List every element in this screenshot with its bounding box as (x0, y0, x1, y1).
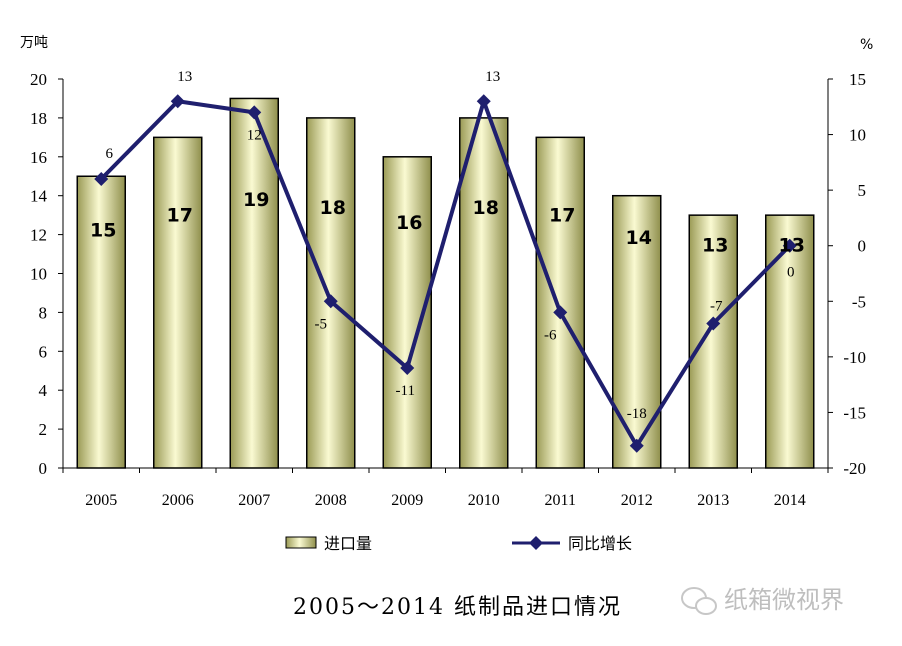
growth-point-marker (247, 105, 262, 120)
y-left-tick-label: 16 (30, 148, 47, 167)
y-right-unit: % (860, 37, 873, 53)
y-left-tick-label: 6 (39, 342, 48, 361)
bar-value-label: 13 (779, 235, 805, 257)
x-tick-label: 2013 (697, 492, 729, 509)
growth-point-marker (476, 94, 491, 109)
growth-value-label: 12 (247, 127, 262, 143)
legend-label-line: 同比增长 (568, 534, 632, 553)
y-right-tick-label: -10 (843, 348, 866, 367)
y-left-unit: 万吨 (20, 35, 48, 51)
growth-line-path (99, 99, 792, 448)
growth-value-label: -18 (627, 406, 647, 422)
x-tick-label: 2009 (391, 492, 423, 509)
x-tick-label: 2010 (468, 492, 500, 509)
bars (76, 97, 815, 469)
bar (153, 136, 203, 469)
y-left-tick-label: 18 (30, 109, 47, 128)
y-left-tick-label: 10 (30, 265, 47, 284)
bar-value-label: 17 (549, 204, 575, 226)
bar-value-label: 14 (626, 227, 652, 249)
growth-point-marker (94, 172, 109, 187)
bar (76, 175, 126, 469)
growth-point-marker (170, 94, 185, 109)
growth-point-marker (782, 238, 797, 253)
x-tick-label: 2011 (545, 492, 576, 509)
bar (459, 117, 509, 469)
watermark: 纸箱微视界 (681, 586, 844, 615)
growth-point-marker (706, 316, 721, 331)
bar (229, 97, 279, 469)
bar (535, 136, 585, 469)
chart-title: 2005～2014 纸制品进口情况 (293, 595, 622, 620)
y-right-tick-label: -5 (852, 292, 866, 311)
y-left-tick-label: 12 (30, 226, 47, 245)
growth-value-label: 6 (106, 146, 114, 162)
y-right-tick-label: 5 (858, 181, 867, 200)
y-right-tick-label: -15 (843, 403, 866, 422)
y-left-tick-label: 0 (39, 459, 48, 478)
axes: 0 2 4 6 8 10 12 14 16 18 20 -20 -15 -10 -5 0 5 10 15 2005 20… (30, 70, 866, 509)
legend-swatch-bar (285, 536, 317, 549)
legend: 进口量 同比增长 (285, 534, 632, 553)
y-left-tick-label: 8 (39, 303, 48, 322)
y-right-tick-label: 15 (849, 70, 866, 89)
y-right-tick-label: 0 (858, 237, 867, 256)
x-tick-label: 2012 (621, 492, 653, 509)
x-tick-label: 2006 (162, 492, 194, 509)
bar-value-label: 18 (320, 197, 346, 219)
data-labels: 15 17 19 18 16 18 17 14 13 13 6 13 12 -5 -11 13 -6 -18 -7 0 (90, 69, 805, 422)
x-tick-label: 2008 (315, 492, 347, 509)
x-tick-label: 2007 (238, 492, 270, 509)
growth-value-label: -11 (396, 383, 415, 399)
legend-label-bar: 进口量 (324, 534, 372, 553)
y-left-tick-label: 4 (39, 381, 48, 400)
bar (765, 214, 815, 469)
growth-point-marker (629, 438, 644, 453)
y-right-tick-label: -20 (843, 459, 866, 478)
wechat-icon (681, 587, 717, 615)
y-left-tick-label: 20 (30, 70, 47, 89)
legend-diamond-marker (529, 536, 543, 550)
y-left-tick-label: 2 (39, 420, 48, 439)
y-right-tick-label: 10 (849, 126, 866, 145)
bar (688, 214, 738, 469)
bar-value-label: 16 (396, 212, 422, 234)
bar-value-label: 13 (702, 235, 728, 257)
bar-value-label: 17 (167, 204, 193, 226)
growth-value-label: -5 (315, 316, 328, 332)
x-tick-label: 2014 (774, 492, 806, 509)
growth-value-label: 0 (787, 265, 795, 281)
growth-value-label: -6 (544, 327, 557, 343)
growth-point-marker (553, 305, 568, 320)
growth-value-label: 13 (177, 69, 192, 85)
growth-value-label: -7 (710, 299, 723, 315)
bar (306, 117, 356, 469)
bar-value-label: 15 (90, 220, 116, 242)
bar (612, 194, 662, 469)
growth-point-marker (323, 294, 338, 309)
bar-value-label: 19 (243, 189, 269, 211)
watermark-text: 纸箱微视界 (724, 586, 844, 614)
growth-point-marker (400, 360, 415, 375)
growth-value-label: 13 (485, 69, 500, 85)
y-left-tick-label: 14 (30, 187, 48, 206)
x-tick-label: 2005 (85, 492, 117, 509)
bar-value-label: 18 (473, 197, 499, 219)
growth-line (94, 94, 797, 453)
